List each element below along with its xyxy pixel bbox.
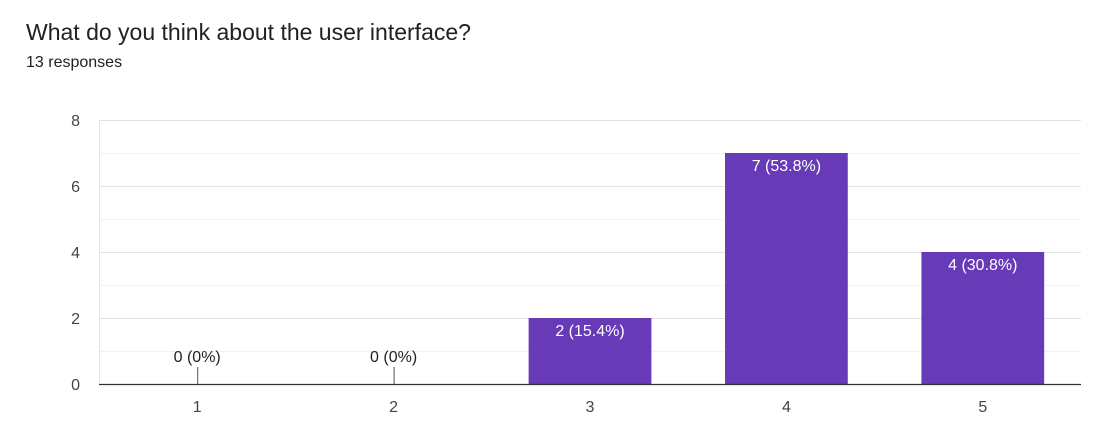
y-tick-label: 6: [71, 179, 80, 196]
x-tick-label-5: 5: [978, 399, 987, 416]
bar-5: [921, 252, 1045, 384]
response-count: 13 responses: [26, 54, 123, 71]
bar-label-3: 2 (15.4%): [555, 323, 624, 340]
x-tick-label-3: 3: [586, 399, 595, 416]
bar-label-2: 0 (0%): [370, 349, 417, 366]
bar-label-4: 7 (53.8%): [752, 158, 821, 175]
bars: 0 (0%) 0 (0%) 2 (15.4%) 7 (53.8%) 4 (30.8%): [174, 153, 1045, 384]
y-tick-label: 8: [71, 113, 80, 130]
y-tick-label: 0: [71, 377, 80, 394]
question-title: What do you think about the user interfa…: [26, 19, 471, 45]
x-tick-label-4: 4: [782, 399, 791, 416]
x-tick-label-1: 1: [193, 399, 202, 416]
bar-label-1: 0 (0%): [174, 349, 221, 366]
y-tick-label: 2: [71, 311, 80, 328]
y-axis-ticks: 0 2 4 6 8: [71, 113, 80, 394]
x-axis-ticks: 1 2 3 4 5: [193, 399, 988, 416]
bar-4: [725, 153, 848, 384]
bar-label-5: 4 (30.8%): [948, 257, 1017, 274]
bar-3: [528, 318, 652, 384]
x-tick-label-2: 2: [389, 399, 398, 416]
y-tick-label: 4: [71, 245, 80, 262]
